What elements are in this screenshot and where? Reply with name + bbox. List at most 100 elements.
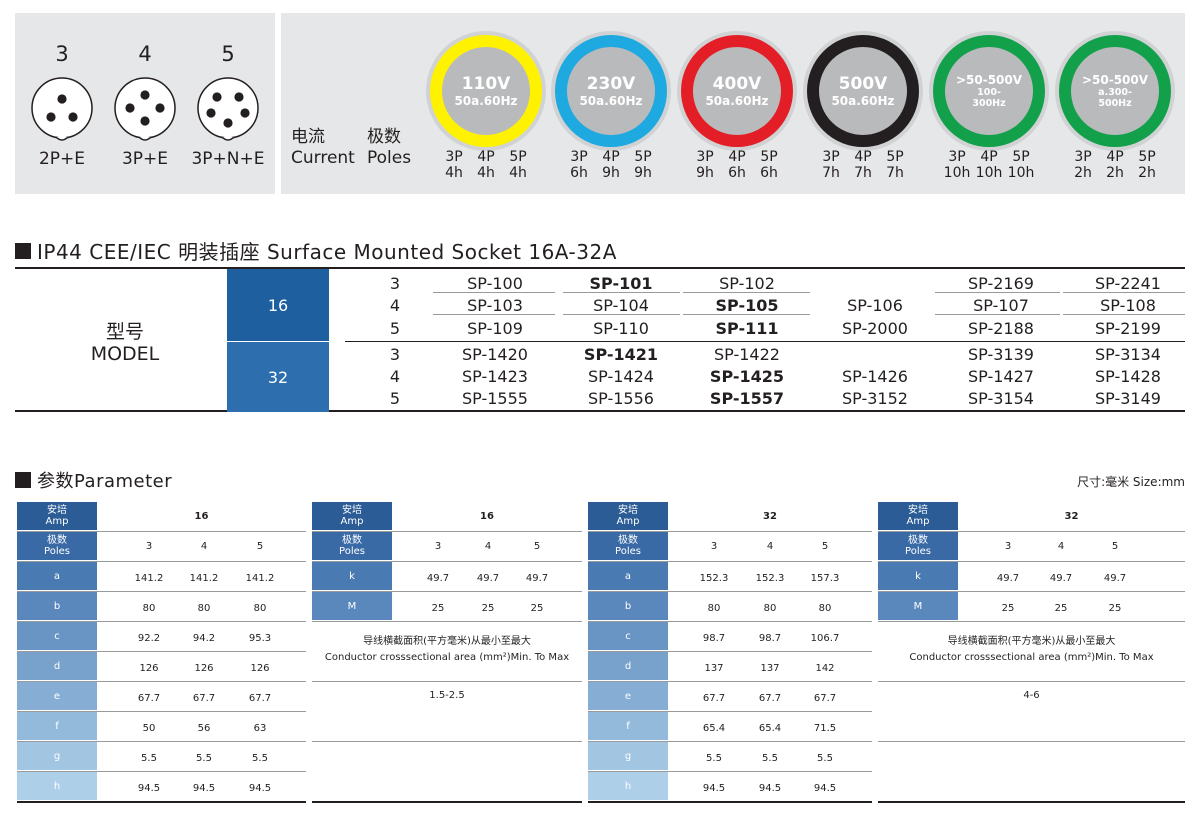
frequency-value: a.300- — [1098, 86, 1132, 98]
voltage-ring-icon: 230V 50a.60Hz — [555, 35, 667, 147]
dimension-value: 67.7 — [192, 692, 216, 704]
poles-header: 极数 Poles — [17, 532, 97, 560]
pole-count: 3P — [570, 149, 588, 165]
dimension-value: 94.5 — [758, 782, 782, 794]
voltage-rating-0: 110V 50a.60Hz 3P 4P 5P 4h 4h 4h — [424, 13, 548, 194]
row-divider — [1063, 292, 1185, 293]
header-cn: 极数 — [908, 535, 928, 546]
model-code: SP-111 — [715, 319, 779, 338]
frequency-value: 50a.60Hz — [705, 93, 769, 108]
note-en: Conductor crosssectional area (mm²)Min. … — [909, 652, 1154, 663]
dimension-key-b: b — [588, 592, 668, 620]
model-row: 4 SP-1423 SP-1424 SP-1425 SP-1426 SP-1427 SP-1… — [355, 367, 1185, 389]
dimension-value: 94.2 — [192, 632, 216, 644]
dimension-key-a: a — [17, 562, 97, 590]
pin-configuration-panel: 3 2P+E 4 3P+E 5 3P+N+E — [15, 13, 275, 194]
model-table: 型号 MODEL 16 3 SP-100 SP-101 SP-102 SP-2169 SP-… — [15, 267, 1185, 412]
amp-value: 32 — [763, 510, 777, 522]
pin-hole — [212, 92, 222, 102]
dimension-value: 141.2 — [189, 572, 219, 584]
dimension-key-k: k — [312, 562, 392, 590]
amp-header: 安培 Amp — [312, 502, 392, 530]
row-divider — [563, 314, 680, 315]
conductor-area-note: 导线横截面积(平方毫米)从最小至最大 Conductor crosssection… — [878, 634, 1185, 666]
row-divider — [683, 292, 810, 293]
pole-count: 5P — [886, 149, 904, 165]
voltage-ring-icon: >50-500V a.300- 500Hz — [1059, 35, 1171, 147]
pole-count: 5P — [634, 149, 652, 165]
row-divider — [433, 314, 555, 315]
row-divider — [17, 531, 306, 532]
row-divider — [17, 561, 306, 562]
row-divider — [588, 621, 872, 622]
dimension-key-h: h — [588, 772, 668, 800]
model-code: SP-109 — [467, 319, 523, 338]
dimension-value: 65.4 — [702, 722, 726, 734]
model-row: 4 SP-103 SP-104 SP-105 SP-106 SP-107 SP-108 — [355, 296, 1185, 318]
row-divider — [17, 741, 306, 742]
pole-count: 5 — [389, 319, 401, 338]
dimension-key-M: M — [312, 592, 392, 620]
clock-hour-position: 7h — [854, 165, 872, 181]
pole-count: 3P — [1074, 149, 1092, 165]
row-divider — [17, 681, 306, 682]
dimension-key-g: g — [17, 742, 97, 770]
amp-rating-cell: 32 — [227, 342, 329, 412]
voltage-value: 400V — [712, 73, 762, 94]
model-code: SP-1557 — [709, 389, 785, 408]
model-code: SP-104 — [593, 296, 649, 315]
pole-count: 3 — [389, 274, 401, 293]
clock-hour-position: 9h — [602, 165, 620, 181]
row-divider — [17, 711, 306, 712]
pin-count: 4 — [138, 42, 152, 66]
dimension-value: 5.5 — [196, 752, 212, 764]
dimension-value: 98.7 — [702, 632, 726, 644]
dimension-value: 92.2 — [137, 632, 161, 644]
dimension-value: 25 — [530, 602, 544, 614]
pole-count: 5 — [389, 389, 401, 408]
dimension-key-k: k — [878, 562, 958, 590]
pole-hour-grid: 3P 4P 5P 7h 7h 7h — [801, 149, 925, 181]
socket-face-icon — [197, 77, 259, 141]
voltage-ring-icon: >50-500V 100- 300Hz — [933, 35, 1045, 147]
dimension-key-e: e — [17, 682, 97, 710]
clock-hour-position: 2h — [1138, 165, 1156, 181]
header-en: Amp — [616, 516, 640, 527]
row-divider — [312, 591, 582, 592]
model-code: SP-1428 — [1095, 367, 1161, 386]
voltage-rating-4: >50-500V 100- 300Hz 3P 4P 5P 10h 10h 10h — [927, 13, 1051, 194]
pin-count: 3 — [55, 42, 69, 66]
row-divider — [563, 292, 680, 293]
amp-header: 安培 Amp — [588, 502, 668, 530]
row-divider — [312, 531, 582, 532]
dimension-value: 126 — [139, 662, 159, 674]
row-divider — [588, 651, 872, 652]
dimension-value: 94.5 — [192, 782, 216, 794]
conductor-area-value: 4-6 — [1023, 690, 1040, 701]
voltage-value: >50-500V — [1081, 72, 1149, 87]
row-divider — [433, 292, 555, 293]
dimension-value: 5.5 — [762, 752, 778, 764]
model-code: SP-2188 — [968, 319, 1034, 338]
dimension-value: 5.5 — [817, 752, 833, 764]
voltage-value: 230V — [586, 73, 636, 94]
dimension-value: 141.2 — [134, 572, 164, 584]
voltage-rating-1: 230V 50a.60Hz 3P 4P 5P 6h 9h 9h — [549, 13, 673, 194]
voltage-ring-icon: 400V 50a.60Hz — [681, 35, 793, 147]
row-divider — [935, 314, 1060, 315]
pole-count: 5 — [256, 540, 264, 552]
pin-hole — [46, 112, 56, 122]
pin-hole — [140, 116, 150, 126]
row-divider — [1063, 314, 1185, 315]
pole-count: 3P — [696, 149, 714, 165]
dimension-value: 141.2 — [245, 572, 275, 584]
dimension-value: 67.7 — [702, 692, 726, 704]
header-cn: 极数 — [618, 535, 638, 546]
clock-hour-position: 4h — [509, 165, 527, 181]
dimension-value: 49.7 — [1103, 572, 1127, 584]
amp-value: 16 — [194, 510, 209, 522]
voltage-ring-text: 400V 50a.60Hz — [693, 47, 781, 135]
model-code: SP-2000 — [842, 319, 908, 338]
amp-header: 安培 Amp — [17, 502, 97, 530]
dimension-value: 80 — [253, 602, 267, 614]
